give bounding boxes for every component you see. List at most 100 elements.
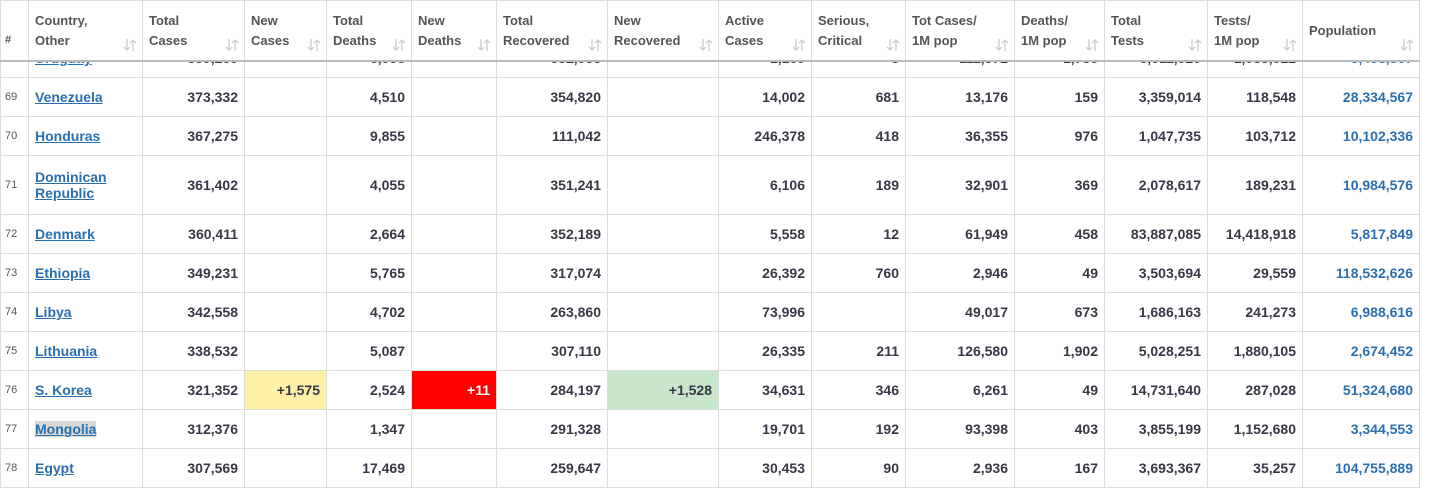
column-header[interactable]: New Recovered (607, 0, 719, 62)
data-cell (244, 292, 327, 332)
country-cell: Dominican Republic (28, 155, 143, 215)
data-cell: 1,152,680 (1207, 409, 1303, 449)
data-cell (411, 409, 497, 449)
country-link[interactable]: Dominican Republic (35, 169, 107, 201)
data-cell (244, 214, 327, 254)
data-cell: 103,712 (1207, 116, 1303, 156)
data-cell: +1,528 (607, 370, 719, 410)
sort-icon[interactable] (792, 38, 806, 52)
data-cell (244, 77, 327, 117)
data-cell (244, 116, 327, 156)
data-cell (244, 253, 327, 293)
sort-icon[interactable] (699, 38, 713, 52)
data-cell: 246,378 (718, 116, 812, 156)
column-header[interactable]: Tot Cases/1M pop (905, 0, 1015, 62)
table-header: # Country, Other Total Cases New Cases Total Dea… (0, 0, 1420, 62)
country-link[interactable]: Egypt (35, 460, 74, 476)
data-cell: 9,855 (326, 116, 412, 156)
sort-icon[interactable] (1400, 38, 1414, 52)
column-header[interactable]: New Cases (244, 0, 327, 62)
data-cell: 73,996 (718, 292, 812, 332)
data-cell: 760 (811, 253, 906, 293)
country-link[interactable]: Ethiopia (35, 265, 91, 281)
data-cell: 32,901 (905, 155, 1015, 215)
data-cell (244, 409, 327, 449)
sort-icon[interactable] (392, 38, 406, 52)
data-cell: 83,887,085 (1104, 214, 1208, 254)
data-cell: 361,402 (142, 155, 245, 215)
data-cell: 403 (1014, 409, 1105, 449)
table-row: 73 Ethiopia 349,231 5,765 317,074 26,392 760 2,… (0, 253, 1420, 293)
sort-icon[interactable] (123, 38, 137, 52)
data-cell: 1,686,163 (1104, 292, 1208, 332)
sort-icon[interactable] (995, 38, 1009, 52)
header-text: Deaths/ (1021, 12, 1068, 28)
data-cell: 28,334,567 (1302, 77, 1420, 117)
data-cell: 351,241 (496, 155, 608, 215)
data-cell: 976 (1014, 116, 1105, 156)
data-cell: 1,880,105 (1207, 331, 1303, 371)
data-cell: 5,558 (718, 214, 812, 254)
sort-icon[interactable] (1283, 38, 1297, 52)
data-cell: 3,359,014 (1104, 77, 1208, 117)
column-header[interactable]: Total Tests (1104, 0, 1208, 62)
country-link[interactable]: Denmark (35, 226, 95, 242)
column-header[interactable]: New Deaths (411, 0, 497, 62)
column-header[interactable]: Deaths/1M pop (1014, 0, 1105, 62)
country-link[interactable]: Venezuela (35, 89, 103, 105)
sort-icon[interactable] (307, 38, 321, 52)
sort-icon[interactable] (886, 38, 900, 52)
column-header[interactable]: Total Deaths (326, 0, 412, 62)
column-header[interactable]: Serious, Critical (811, 0, 906, 62)
rank-cell: 74 (0, 292, 29, 332)
data-cell: 5,028,251 (1104, 331, 1208, 371)
column-header[interactable]: Country, Other (28, 0, 143, 62)
table-row: 71 Dominican Republic 361,402 4,055 351,241 6… (0, 155, 1420, 215)
data-cell: 321,352 (142, 370, 245, 410)
rank-cell: 69 (0, 77, 29, 117)
data-cell: 3,344,553 (1302, 409, 1420, 449)
data-cell: 349,231 (142, 253, 245, 293)
header-text: Deaths (333, 32, 377, 48)
column-header[interactable]: Total Recovered (496, 0, 608, 62)
column-header[interactable]: Population (1302, 0, 1420, 62)
data-cell: 360,411 (142, 214, 245, 254)
sort-icon[interactable] (225, 38, 239, 52)
data-cell: 118,532,626 (1302, 253, 1420, 293)
data-cell (607, 409, 719, 449)
header-text: Tot Cases/ (912, 12, 977, 28)
rank-cell: 75 (0, 331, 29, 371)
sort-icon[interactable] (1188, 38, 1202, 52)
data-cell: 61,949 (905, 214, 1015, 254)
data-cell: 10,984,576 (1302, 155, 1420, 215)
data-cell: 49 (1014, 253, 1105, 293)
data-cell (411, 253, 497, 293)
country-link[interactable]: S. Korea (35, 382, 92, 398)
data-cell: 307,110 (496, 331, 608, 371)
column-header[interactable]: Tests/1M pop (1207, 0, 1303, 62)
country-link[interactable]: Libya (35, 304, 72, 320)
data-cell (811, 292, 906, 332)
sort-icon[interactable] (477, 38, 491, 52)
data-cell: 93,398 (905, 409, 1015, 449)
data-cell: 118,548 (1207, 77, 1303, 117)
data-cell: 307,569 (142, 448, 245, 488)
data-cell: 1,047,735 (1104, 116, 1208, 156)
data-cell: 2,946 (905, 253, 1015, 293)
data-cell (411, 116, 497, 156)
table-row: 74 Libya 342,558 4,702 263,860 73,996 49,017 67… (0, 292, 1420, 332)
data-cell: 263,860 (496, 292, 608, 332)
country-link[interactable]: Honduras (35, 128, 101, 144)
column-header[interactable]: Active Cases (718, 0, 812, 62)
data-cell: 4,510 (326, 77, 412, 117)
column-header[interactable]: Total Cases (142, 0, 245, 62)
header-text: Tests (1111, 32, 1144, 48)
country-cell: Egypt (28, 448, 143, 488)
sort-icon[interactable] (1085, 38, 1099, 52)
sort-icon[interactable] (588, 38, 602, 52)
data-cell: 10,102,336 (1302, 116, 1420, 156)
data-cell: 346 (811, 370, 906, 410)
country-link[interactable]: Mongolia (35, 421, 97, 437)
country-link[interactable]: Lithuania (35, 343, 98, 359)
